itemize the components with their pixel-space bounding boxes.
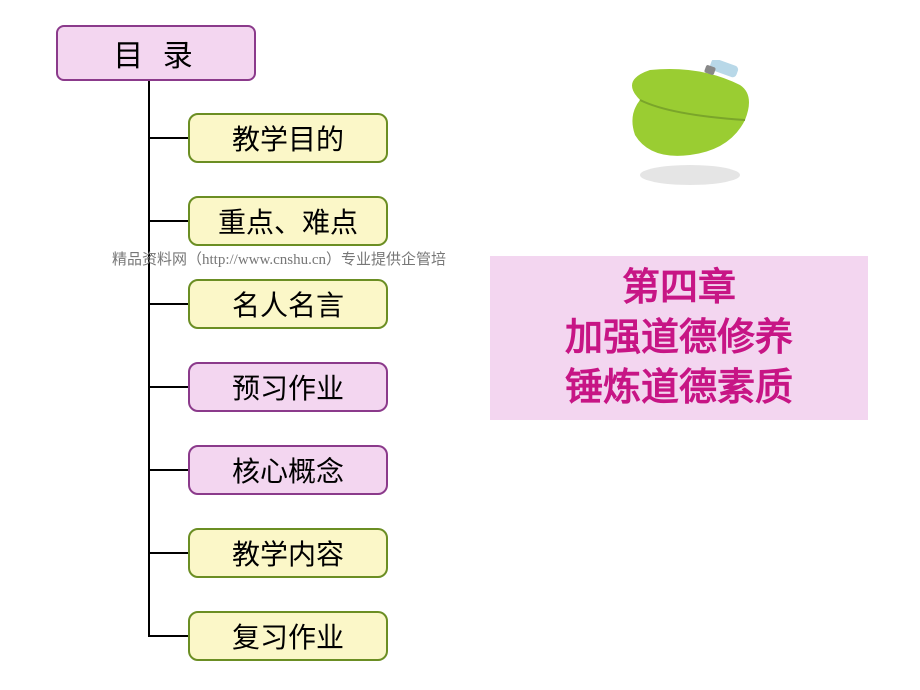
toc-item-3[interactable]: 预习作业 — [188, 362, 388, 412]
toc-item-5[interactable]: 教学内容 — [188, 528, 388, 578]
toc-item-label: 预习作业 — [232, 367, 344, 407]
toc-item-label: 核心概念 — [232, 450, 344, 490]
chapter-line-0: 第四章 — [622, 263, 736, 313]
toc-item-label: 复习作业 — [232, 616, 344, 656]
toc-item-6[interactable]: 复习作业 — [188, 611, 388, 661]
branch-3 — [148, 386, 188, 388]
chapter-line-1: 加强道德修养 — [565, 313, 793, 363]
branch-6 — [148, 635, 188, 637]
branch-2 — [148, 303, 188, 305]
toc-root-label: 目 录 — [113, 31, 199, 75]
branch-1 — [148, 220, 188, 222]
toc-item-4[interactable]: 核心概念 — [188, 445, 388, 495]
toc-root-box: 目 录 — [56, 25, 256, 81]
chapter-line-2: 锤炼道德素质 — [565, 363, 793, 413]
toc-item-label: 名人名言 — [232, 284, 344, 324]
toc-item-1[interactable]: 重点、难点 — [188, 196, 388, 246]
toc-item-2[interactable]: 名人名言 — [188, 279, 388, 329]
leaf-icon — [610, 60, 770, 205]
toc-item-label: 教学目的 — [232, 118, 344, 158]
branch-5 — [148, 552, 188, 554]
branch-0 — [148, 137, 188, 139]
toc-item-0[interactable]: 教学目的 — [188, 113, 388, 163]
watermark-text: 精品资料网（http://www.cnshu.cn）专业提供企管培 — [112, 248, 446, 269]
toc-item-label: 教学内容 — [232, 533, 344, 573]
branch-4 — [148, 469, 188, 471]
toc-item-label: 重点、难点 — [218, 201, 358, 241]
chapter-title-box: 第四章 加强道德修养 锤炼道德素质 — [490, 256, 868, 420]
